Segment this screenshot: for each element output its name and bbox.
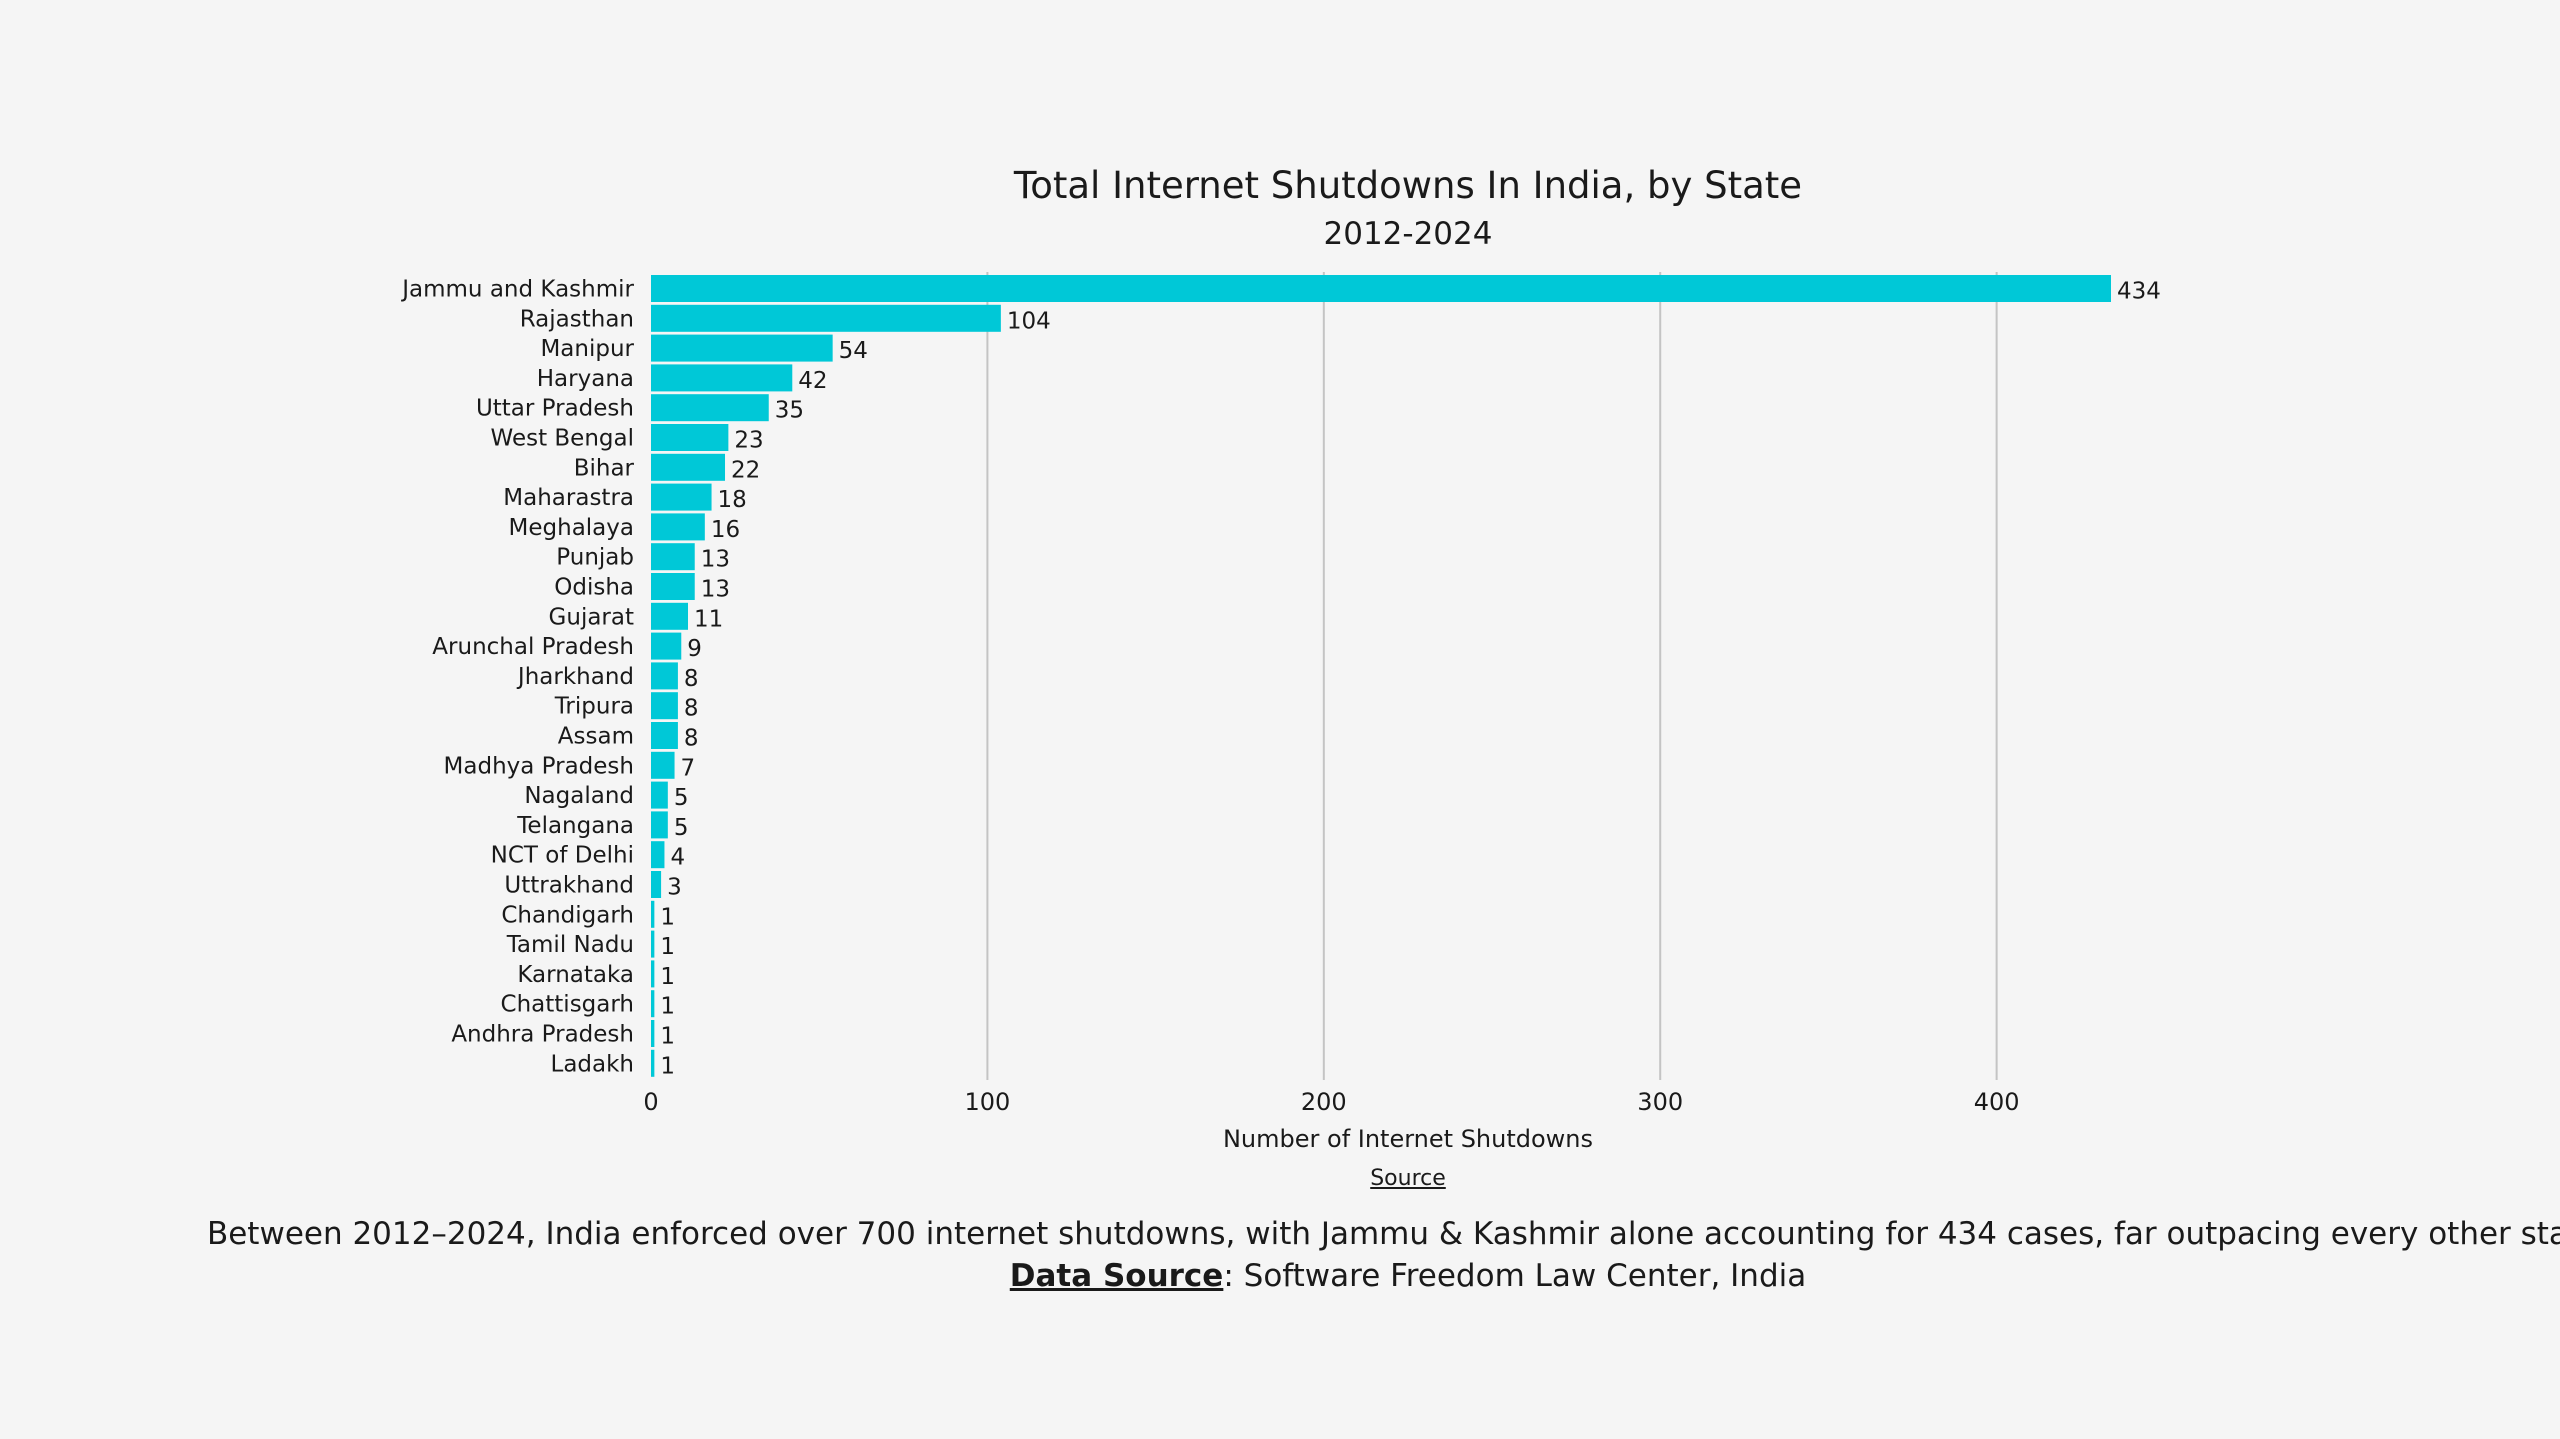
x-tick-label: 400: [1974, 1088, 2020, 1116]
value-label: 23: [734, 428, 763, 454]
value-label: 3: [667, 875, 682, 901]
x-tick-label: 100: [964, 1088, 1010, 1116]
category-label: Haryana: [537, 366, 634, 392]
category-label: NCT of Delhi: [491, 843, 634, 869]
bar[interactable]: [651, 394, 769, 422]
value-label: 5: [674, 785, 689, 811]
category-label: Uttrakhand: [504, 873, 634, 899]
bar[interactable]: [651, 811, 668, 839]
value-label: 13: [701, 577, 730, 603]
chart-subtitle: 2012-2024: [1324, 216, 1493, 252]
bar[interactable]: [651, 692, 678, 720]
bar[interactable]: [651, 990, 655, 1018]
value-label: 1: [660, 1024, 675, 1050]
bar[interactable]: [651, 483, 712, 511]
category-label: Tamil Nadu: [506, 932, 634, 958]
bar[interactable]: [651, 602, 689, 630]
bar[interactable]: [651, 781, 668, 809]
value-label: 1: [660, 994, 675, 1020]
chart-title: Total Internet Shutdowns In India, by St…: [1013, 164, 1802, 207]
bar[interactable]: [651, 871, 662, 898]
bar[interactable]: [651, 513, 705, 541]
data-source-line: Data Source: Software Freedom Law Center…: [0, 1255, 2560, 1297]
category-label: Telangana: [516, 813, 634, 839]
bar[interactable]: [651, 662, 678, 690]
data-source-text: : Software Freedom Law Center, India: [1223, 1258, 1807, 1294]
value-label: 13: [701, 547, 730, 573]
bar[interactable]: [651, 632, 682, 660]
category-label: Bihar: [574, 455, 635, 481]
category-label: Chandigarh: [501, 902, 634, 928]
category-label: Uttar Pradesh: [476, 396, 634, 422]
bar[interactable]: [651, 543, 695, 571]
value-label: 22: [731, 457, 760, 483]
bar[interactable]: [651, 930, 655, 958]
category-label: Maharastra: [503, 485, 634, 511]
data-source-link[interactable]: Data Source: [1009, 1258, 1224, 1294]
category-label: Ladakh: [551, 1051, 635, 1077]
labels: 0 100 200 300 400 Jammu and Kashmir 434 Rajasth…: [400, 277, 2161, 1117]
bar[interactable]: [651, 334, 833, 362]
category-label: Odisha: [554, 575, 634, 601]
value-label: 8: [684, 696, 699, 722]
bar[interactable]: [651, 1020, 655, 1047]
value-label: 5: [674, 815, 689, 841]
category-label: Assam: [558, 724, 634, 750]
value-label: 8: [684, 666, 699, 692]
category-label: Arunchal Pradesh: [432, 634, 634, 660]
value-label: 4: [670, 845, 685, 871]
category-label: Chattisgarh: [501, 992, 634, 1018]
category-label: Meghalaya: [509, 515, 634, 541]
value-label: 104: [1007, 308, 1051, 334]
category-label: Andhra Pradesh: [451, 1022, 634, 1048]
bars: [651, 275, 2111, 1077]
category-label: Punjab: [556, 545, 634, 571]
value-label: 8: [684, 726, 699, 752]
category-label: Jammu and Kashmir: [400, 277, 634, 303]
value-label: 1: [660, 934, 675, 960]
value-label: 1: [660, 904, 675, 930]
value-label: 42: [798, 368, 827, 394]
value-label: 18: [718, 487, 747, 513]
bar[interactable]: [651, 960, 655, 988]
bar[interactable]: [651, 453, 726, 481]
bar[interactable]: [651, 900, 655, 928]
x-tick-label: 0: [643, 1088, 658, 1116]
x-axis-title: Number of Internet Shutdowns: [1223, 1125, 1593, 1153]
category-label: Karnataka: [517, 962, 634, 988]
category-label: Jharkhand: [516, 664, 634, 690]
bar[interactable]: [651, 304, 1001, 332]
caption: Between 2012–2024, India enforced over 7…: [0, 1213, 2560, 1297]
category-label: West Bengal: [491, 426, 634, 452]
x-tick-label: 200: [1301, 1088, 1347, 1116]
value-label: 54: [839, 338, 868, 364]
category-label: Tripura: [554, 694, 634, 720]
grid-lines: [986, 272, 1998, 1080]
category-label: Madhya Pradesh: [444, 753, 634, 779]
bar[interactable]: [651, 364, 793, 392]
value-label: 1: [660, 1053, 675, 1079]
bar[interactable]: [651, 573, 695, 600]
x-tick-label: 300: [1637, 1088, 1683, 1116]
bar[interactable]: [651, 722, 678, 749]
category-label: Nagaland: [524, 783, 634, 809]
bar[interactable]: [651, 751, 675, 779]
bar[interactable]: [651, 424, 729, 451]
value-label: 11: [694, 606, 723, 632]
category-label: Manipur: [540, 336, 634, 362]
category-label: Gujarat: [549, 604, 634, 630]
caption-text: Between 2012–2024, India enforced over 7…: [206, 1216, 2560, 1252]
value-label: 9: [687, 636, 702, 662]
source-link[interactable]: Source: [1370, 1166, 1446, 1191]
value-label: 1: [660, 964, 675, 990]
value-label: 434: [2117, 279, 2161, 305]
value-label: 7: [681, 755, 696, 781]
bar[interactable]: [651, 275, 2111, 302]
category-label: Rajasthan: [520, 306, 634, 332]
value-label: 16: [711, 517, 740, 543]
bar[interactable]: [651, 1049, 655, 1077]
value-label: 35: [775, 398, 804, 424]
bar[interactable]: [651, 841, 665, 869]
